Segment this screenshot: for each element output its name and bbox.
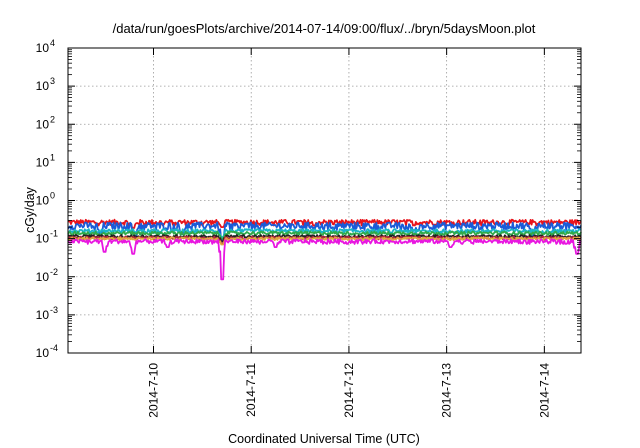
y-tick-base: 10 (36, 79, 50, 93)
y-tick-base: 10 (36, 41, 50, 55)
x-tick-label: 2014-7-14 (537, 363, 551, 418)
y-tick-exponent: -4 (50, 343, 58, 353)
y-axis-label: cGy/day (23, 186, 37, 233)
x-tick-label: 2014-7-12 (342, 363, 356, 418)
y-tick-base: 10 (36, 346, 50, 360)
y-tick-base: 10 (36, 194, 50, 208)
y-tick-label: 10 -4 (36, 343, 58, 360)
y-tick-base: 10 (36, 117, 50, 131)
y-tick-label: 10 -3 (36, 305, 58, 322)
y-tick-label: 10 4 (36, 38, 55, 55)
y-tick-exponent: -2 (50, 267, 58, 277)
x-tick-label: 2014-7-11 (244, 363, 258, 417)
y-tick-exponent: 2 (50, 114, 55, 124)
y-tick-label: 10 -1 (36, 229, 58, 246)
y-tick-base: 10 (36, 155, 50, 169)
y-tick-label: 10 0 (36, 191, 55, 208)
y-tick-exponent: 1 (50, 152, 55, 162)
y-tick-label: 10 3 (36, 76, 55, 93)
x-tick-label: 2014-7-13 (440, 363, 454, 418)
chart-title: /data/run/goesPlots/archive/2014-07-14/0… (113, 21, 536, 36)
y-tick-label: 10 2 (36, 114, 55, 131)
y-tick-exponent: -3 (50, 305, 58, 315)
y-tick-base: 10 (36, 308, 50, 322)
series-layer (67, 218, 582, 281)
series-line (67, 221, 582, 242)
y-tick-label: 10 -2 (36, 267, 58, 284)
y-tick-base: 10 (36, 232, 50, 246)
y-tick-exponent: 4 (50, 38, 55, 48)
y-tick-base: 10 (36, 270, 50, 284)
x-axis: 2014-7-10 2014-7-11 2014-7-12 2014-7-13 2014… (147, 48, 551, 418)
series-line (67, 230, 582, 240)
series-line (67, 238, 582, 281)
y-tick-exponent: -1 (50, 229, 58, 239)
x-tick-label: 2014-7-10 (147, 363, 161, 418)
y-tick-exponent: 3 (50, 76, 55, 86)
x-axis-label: Coordinated Universal Time (UTC) (228, 432, 420, 446)
y-tick-label: 10 1 (36, 152, 55, 169)
y-tick-exponent: 0 (50, 191, 55, 201)
